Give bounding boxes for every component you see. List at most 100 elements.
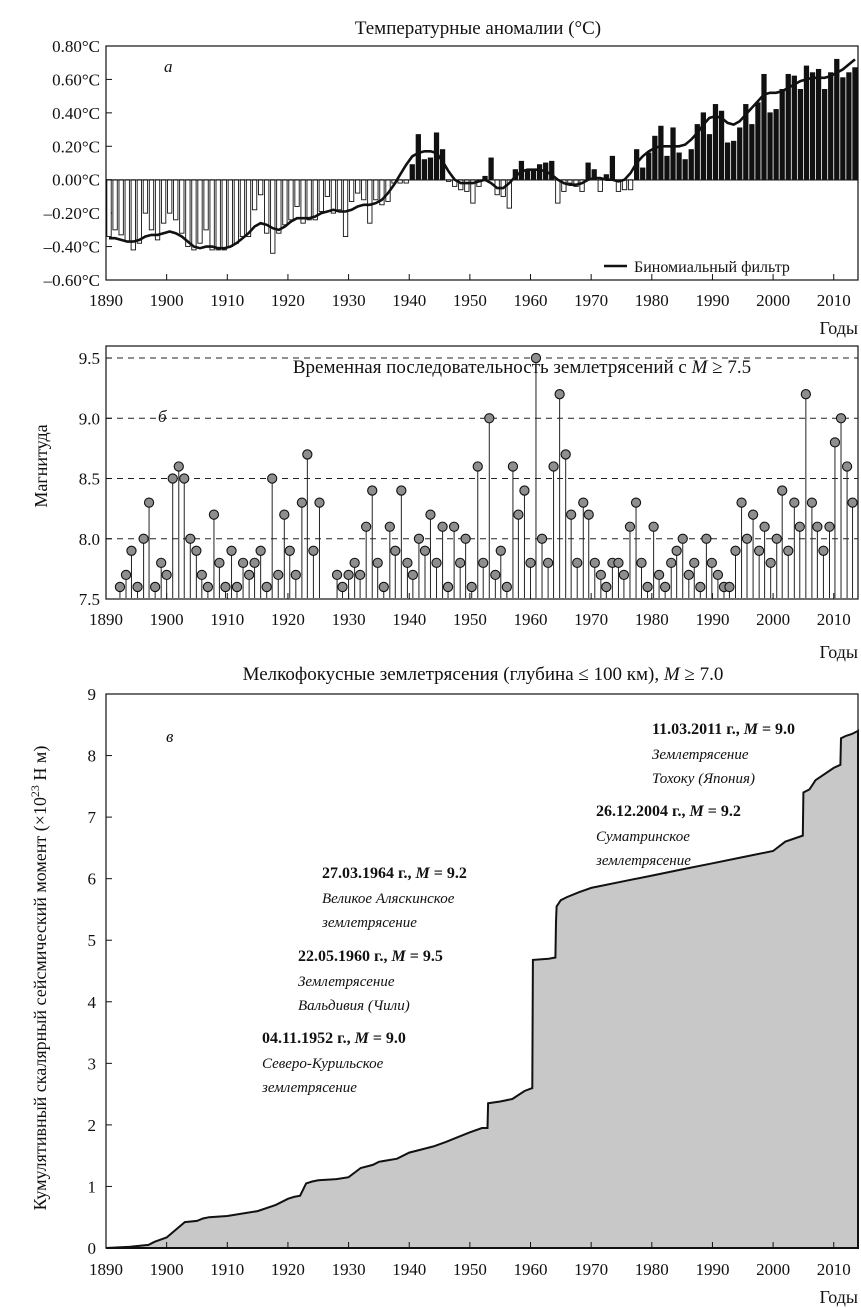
anomaly-bar bbox=[773, 109, 779, 181]
anomaly-bar bbox=[124, 179, 130, 243]
event-marker bbox=[126, 545, 137, 556]
anomaly-bar bbox=[797, 89, 804, 181]
event-marker bbox=[243, 569, 255, 581]
event-marker bbox=[677, 533, 688, 544]
event-marker bbox=[513, 509, 524, 520]
anomaly-bar bbox=[330, 179, 337, 214]
event-marker bbox=[396, 485, 407, 496]
x-tick-label: 1950 bbox=[453, 291, 487, 310]
event-marker bbox=[618, 569, 630, 581]
event-marker bbox=[525, 557, 536, 569]
anomaly-bar bbox=[373, 179, 379, 201]
event-marker bbox=[666, 557, 677, 569]
anomaly-bar bbox=[536, 164, 543, 181]
anomaly-bar bbox=[597, 179, 603, 192]
event-marker bbox=[196, 569, 207, 581]
x-tick-label: 1990 bbox=[695, 1260, 729, 1279]
event-marker bbox=[472, 461, 483, 472]
event-marker bbox=[495, 545, 506, 556]
anomaly-bar bbox=[670, 127, 676, 181]
anomaly-bar bbox=[191, 179, 197, 251]
event-marker bbox=[132, 581, 143, 593]
event-marker bbox=[249, 557, 260, 569]
anomaly-bar bbox=[112, 179, 118, 231]
annotation-heading: 04.11.1952 г., M = 9.0 bbox=[262, 1030, 406, 1047]
panel-b-letter: б bbox=[158, 407, 167, 426]
event-marker bbox=[202, 581, 214, 593]
anomaly-bar bbox=[530, 169, 537, 181]
event-marker bbox=[519, 485, 530, 496]
x-tick-label: 2000 bbox=[756, 610, 790, 629]
event-marker bbox=[812, 521, 823, 532]
anomaly-bar bbox=[488, 157, 494, 181]
legend-label: Биномиальный фильтр bbox=[634, 259, 790, 276]
x-tick-label: 2000 bbox=[756, 1260, 790, 1279]
anomaly-bar bbox=[415, 134, 421, 181]
anomaly-bar bbox=[464, 179, 470, 192]
event-marker bbox=[143, 497, 155, 508]
event-marker bbox=[490, 569, 501, 581]
x-tick-label: 1990 bbox=[695, 610, 729, 629]
x-tick-label: 1920 bbox=[271, 1260, 305, 1279]
anomaly-bar bbox=[173, 179, 179, 221]
anomaly-bar bbox=[676, 152, 682, 181]
anomaly-bar bbox=[179, 179, 185, 234]
x-tick-label: 1900 bbox=[150, 291, 184, 310]
event-marker bbox=[448, 521, 460, 532]
x-tick-label: 1890 bbox=[89, 1260, 123, 1279]
event-marker bbox=[455, 557, 466, 569]
anomaly-bar bbox=[215, 179, 221, 251]
panel-a-xlabel: Годы bbox=[819, 318, 858, 338]
event-marker bbox=[279, 509, 290, 520]
annotation-line2: Тохоку (Япония) bbox=[652, 771, 755, 787]
x-tick-label: 1890 bbox=[89, 291, 123, 310]
anomaly-bar bbox=[737, 127, 743, 181]
event-marker bbox=[308, 545, 319, 556]
event-marker bbox=[349, 557, 360, 569]
anomaly-bar bbox=[785, 73, 791, 181]
annotation-line1: Землетрясение bbox=[652, 747, 749, 763]
anomaly-bar bbox=[815, 68, 822, 181]
event-marker bbox=[642, 581, 653, 593]
panel-c-x-ticks: 1890 1900 1910 1920 1930 1940 1950 1960 1970 1980… bbox=[89, 1242, 851, 1279]
event-marker bbox=[302, 449, 313, 460]
anomaly-bar bbox=[706, 134, 713, 181]
anomaly-bar bbox=[409, 164, 415, 181]
annotation-heading: 11.03.2011 г., M = 9.0 bbox=[652, 721, 795, 738]
x-tick-label: 1920 bbox=[271, 291, 305, 310]
anomaly-bar bbox=[142, 179, 149, 214]
event-marker bbox=[208, 509, 220, 520]
anomaly-bar bbox=[136, 179, 142, 244]
y-tick-label: 8.5 bbox=[79, 470, 100, 489]
panel-a-x-ticks: 1890 1900 1910 1920 1930 1940 1950 1960 1970 1980… bbox=[89, 274, 851, 310]
anomaly-bar bbox=[258, 179, 264, 196]
event-marker bbox=[777, 485, 788, 496]
annotation-line2: Вальдивия (Чили) bbox=[298, 998, 410, 1014]
event-marker bbox=[847, 497, 858, 508]
panel-b-events bbox=[114, 352, 858, 598]
y-tick-label: –0.20°C bbox=[43, 204, 100, 223]
x-tick-label: 1970 bbox=[574, 610, 608, 629]
panel-c-title: Мелкофокусные землетрясения (глубина ≤ 1… bbox=[243, 664, 724, 685]
annotation-line2: землетрясение bbox=[261, 1080, 357, 1096]
event-marker bbox=[402, 557, 413, 569]
panel-a-letter: а bbox=[164, 57, 173, 76]
anomaly-bar bbox=[185, 179, 191, 248]
x-tick-label: 1990 bbox=[695, 291, 729, 310]
anomaly-bar bbox=[160, 179, 167, 224]
anomaly-bar bbox=[300, 179, 306, 224]
event-marker bbox=[536, 533, 548, 544]
panel-a-y-ticks: –0.60°C –0.40°C –0.20°C 0.00°C 0.20°C 0.40°C 0… bbox=[43, 37, 112, 290]
annotation-heading: 22.05.1960 г., M = 9.5 bbox=[298, 948, 443, 965]
anomaly-bar bbox=[834, 58, 840, 181]
panel-c-xlabel: Годы bbox=[819, 1287, 858, 1307]
x-tick-label: 1930 bbox=[332, 1260, 366, 1279]
event-marker bbox=[706, 557, 717, 569]
x-tick-label: 1950 bbox=[453, 1260, 487, 1279]
anomaly-bar bbox=[555, 179, 561, 204]
event-marker bbox=[466, 581, 477, 593]
y-tick-label: 7.5 bbox=[79, 590, 100, 609]
event-marker bbox=[255, 545, 266, 556]
anomaly-bar bbox=[664, 155, 670, 181]
event-marker bbox=[724, 581, 735, 593]
